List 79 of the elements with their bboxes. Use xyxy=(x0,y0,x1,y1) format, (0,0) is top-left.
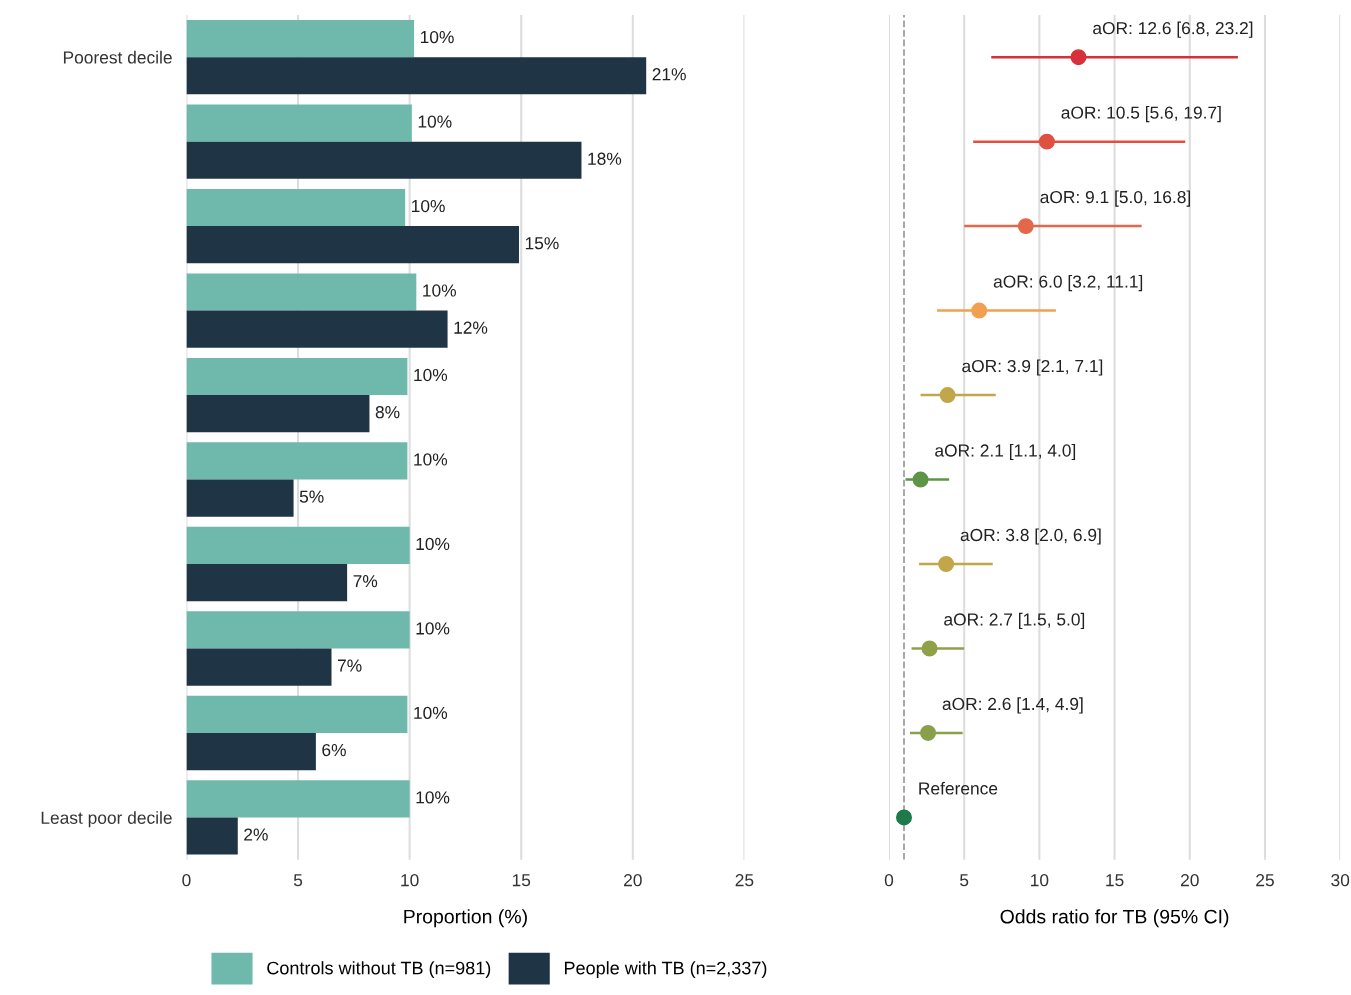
point xyxy=(1038,133,1055,150)
x-tick-label: 10 xyxy=(401,874,419,887)
bar xyxy=(186,141,582,179)
point xyxy=(971,302,988,319)
point xyxy=(912,471,929,488)
bar xyxy=(186,226,519,264)
point xyxy=(920,724,937,741)
point xyxy=(896,809,912,826)
data-label: 10% xyxy=(412,199,445,213)
x-tick-label: 10 xyxy=(1031,874,1049,887)
bar xyxy=(186,564,348,602)
data-label: 10% xyxy=(418,115,452,128)
x-tick-label: 20 xyxy=(1181,874,1199,887)
bar xyxy=(186,357,408,396)
bar xyxy=(186,310,448,348)
data-label: 10% xyxy=(414,368,448,382)
bar xyxy=(186,104,412,142)
data-label: 12% xyxy=(454,321,488,334)
data-label: aOR: 2.6 [1.4, 4.9] xyxy=(942,697,1083,714)
data-label: 10% xyxy=(414,706,448,720)
legend-label: Controls without TB (n=981) xyxy=(267,961,491,978)
bar xyxy=(186,188,406,227)
bar xyxy=(186,19,415,58)
bar xyxy=(186,648,332,686)
data-label: 8% xyxy=(375,406,400,419)
data-label: aOR: 2.1 [1.1, 4.0] xyxy=(935,443,1076,461)
data-label: 6% xyxy=(322,743,346,757)
bar xyxy=(186,695,408,733)
data-label: aOR: 12.6 [6.8, 23.2] xyxy=(1093,21,1253,38)
point xyxy=(1017,218,1034,235)
bar xyxy=(186,57,647,95)
bar xyxy=(186,442,408,480)
bar xyxy=(186,817,238,855)
data-label: aOR: 9.1 [5.0, 16.8] xyxy=(1040,190,1190,207)
legend-label: People with TB (n=2,337) xyxy=(564,961,767,978)
data-label: 15% xyxy=(525,237,559,250)
data-label: aOR: 10.5 [5.6, 19.7] xyxy=(1061,106,1221,123)
bar xyxy=(186,395,370,433)
data-label: 10% xyxy=(423,284,456,297)
x-tick-label: 25 xyxy=(735,874,754,887)
data-label: 2% xyxy=(244,828,268,841)
bar xyxy=(186,732,316,771)
bar xyxy=(186,526,410,565)
data-label: 5% xyxy=(299,490,324,503)
data-label: 10% xyxy=(416,622,450,635)
data-label: aOR: 6.0 [3.2, 11.1] xyxy=(993,274,1143,292)
data-label: 18% xyxy=(588,152,622,165)
data-label: 10% xyxy=(414,453,448,466)
x-tick-label: 0 xyxy=(884,874,894,887)
x-tick-label: 20 xyxy=(624,874,642,887)
bar xyxy=(186,273,417,311)
point xyxy=(939,387,956,404)
data-label: aOR: 3.9 [2.1, 7.1] xyxy=(962,359,1103,376)
bar xyxy=(186,479,294,517)
point xyxy=(938,556,955,572)
data-label: 10% xyxy=(416,791,450,804)
point xyxy=(1070,49,1087,66)
data-label: 10% xyxy=(416,537,450,551)
y-tick-label: Poorest decile xyxy=(63,50,172,64)
x-tick-label: 0 xyxy=(182,874,191,887)
data-label: 7% xyxy=(353,575,378,588)
data-label: aOR: 2.7 [1.5, 5.0] xyxy=(944,612,1085,630)
data-label: 7% xyxy=(337,659,362,672)
x-axis-title: Odds ratio for TB (95% CI) xyxy=(1000,909,1229,928)
x-tick-label: 5 xyxy=(960,874,969,887)
x-tick-label: 15 xyxy=(1106,874,1124,887)
x-tick-label: 15 xyxy=(512,874,531,887)
data-label: aOR: 3.8 [2.0, 6.9] xyxy=(960,528,1101,545)
x-tick-label: 25 xyxy=(1256,874,1274,887)
data-label: 21% xyxy=(652,68,686,81)
x-tick-label: 30 xyxy=(1331,874,1350,887)
point xyxy=(921,640,938,657)
bar xyxy=(186,780,410,818)
x-tick-label: 5 xyxy=(293,874,303,887)
data-label: 10% xyxy=(420,30,454,44)
y-tick-label: Least poor decile xyxy=(41,811,172,828)
bar xyxy=(186,611,410,649)
data-label: Reference xyxy=(919,781,998,795)
x-axis-title: Proportion (%) xyxy=(404,909,527,928)
